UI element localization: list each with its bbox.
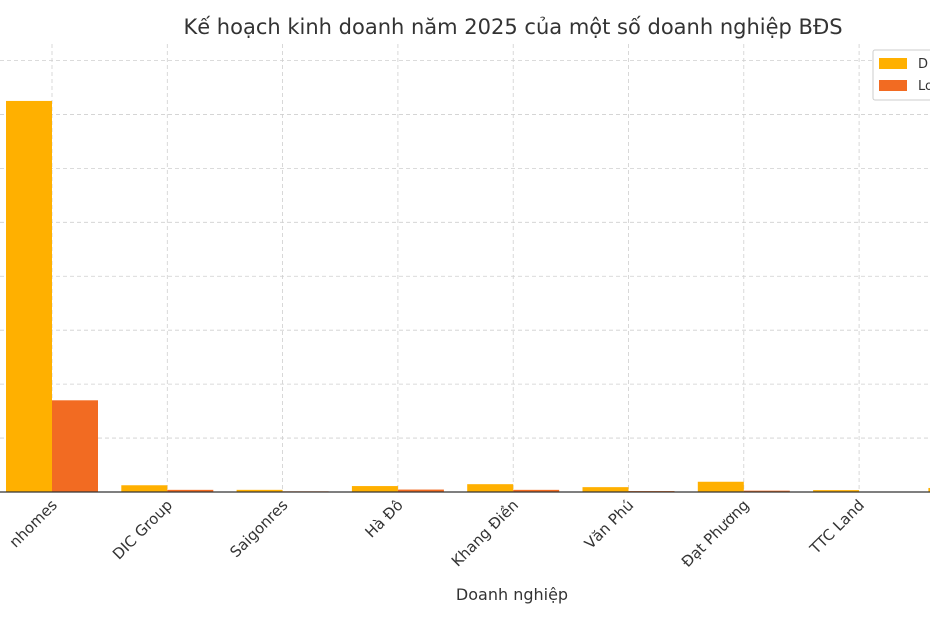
legend-label-series-1: D xyxy=(918,57,928,72)
legend: D Lo xyxy=(872,49,930,101)
bar-series-2-6 xyxy=(743,490,790,492)
bar-series-2-0 xyxy=(52,400,98,492)
legend-label-series-2: Lo xyxy=(918,79,930,94)
bar-series-1-4 xyxy=(467,484,514,492)
bar-series-2-4 xyxy=(513,489,560,492)
legend-swatch-series-1 xyxy=(879,58,907,69)
bars xyxy=(6,100,930,492)
bar-series-2-3 xyxy=(397,489,444,492)
x-tick-label: Saigonres xyxy=(226,496,291,561)
legend-swatch-series-2 xyxy=(879,80,907,91)
x-tick-label: TTC Land xyxy=(806,496,868,558)
x-tick-label: nhomes xyxy=(6,496,61,551)
x-tick-label: Hà Đô xyxy=(361,496,406,541)
bar-series-1-0 xyxy=(6,100,52,492)
bar-series-1-5 xyxy=(582,487,629,492)
x-tick-label: Đạt Phương xyxy=(678,496,753,571)
bar-series-1-8 xyxy=(928,487,930,492)
bar-series-1-2 xyxy=(236,489,283,492)
bar-series-1-7 xyxy=(813,490,860,492)
chart-title: Kế hoạch kinh doanh năm 2025 của một số … xyxy=(183,15,842,39)
bar-series-1-3 xyxy=(351,486,398,492)
bar-series-2-1 xyxy=(167,489,214,492)
x-axis-label: Doanh nghiệp xyxy=(456,585,568,604)
x-tick-label: DIC Group xyxy=(109,496,176,563)
x-tick-label: Khang Điền xyxy=(448,496,522,570)
grid-lines xyxy=(0,44,930,492)
x-tick-label: Văn Phú xyxy=(581,496,637,552)
bar-series-1-6 xyxy=(697,481,744,492)
x-tick-labels: nhomes DIC Group Saigonres Hà Đô Khang Điền V… xyxy=(6,496,868,571)
bar-series-1-1 xyxy=(121,485,168,492)
